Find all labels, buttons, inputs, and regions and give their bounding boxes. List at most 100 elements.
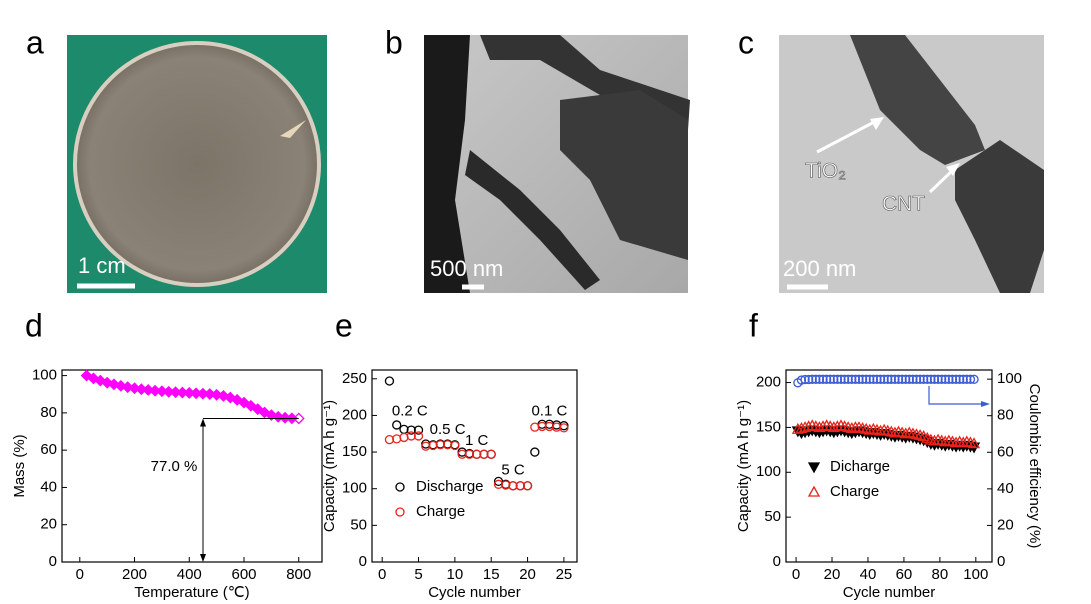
- marker: [421, 441, 431, 451]
- tem-image-c: [779, 35, 1044, 293]
- marker: [442, 440, 453, 450]
- x-tick-label: 0: [76, 566, 84, 583]
- panel-label: e: [335, 307, 353, 343]
- marker: [292, 412, 305, 425]
- marker: [904, 374, 914, 384]
- y2-tick-label: 40: [997, 480, 1014, 497]
- legend-marker: [395, 507, 405, 517]
- y-axis-label: Capacity (mA h g⁻¹): [321, 400, 338, 532]
- marker: [852, 421, 866, 433]
- marker: [865, 374, 875, 384]
- scale-bar-label: 1 cm: [78, 253, 126, 278]
- x-tick-label: 800: [286, 566, 311, 583]
- marker: [272, 410, 285, 423]
- marker: [544, 421, 555, 432]
- legend-label: Charge: [416, 503, 465, 520]
- x-tick-label: 100: [963, 566, 988, 583]
- marker: [802, 420, 815, 432]
- marker: [251, 403, 264, 416]
- x-tick-label: 5: [414, 566, 422, 583]
- plot-frame: [61, 369, 323, 563]
- marker: [958, 374, 968, 384]
- marker: [962, 374, 972, 384]
- marker: [915, 374, 925, 384]
- marker: [942, 434, 955, 446]
- annotation: 5 C: [501, 461, 525, 478]
- marker: [863, 423, 876, 435]
- marker: [824, 420, 837, 432]
- y2-axis-label: Coulombic efficiency (%): [1026, 384, 1043, 549]
- marker: [515, 481, 525, 491]
- marker: [813, 421, 826, 433]
- legend-marker: [395, 482, 405, 492]
- marker: [807, 374, 817, 384]
- marker: [501, 480, 511, 490]
- marker: [910, 428, 923, 440]
- y-tick-label: 100: [32, 367, 57, 384]
- y2-tick-label: 0: [997, 553, 1005, 570]
- marker: [888, 426, 902, 438]
- annotation: TiO₂: [805, 160, 846, 183]
- marker: [811, 374, 821, 384]
- marker: [384, 434, 395, 445]
- marker: [836, 374, 846, 384]
- marker: [800, 374, 810, 385]
- marker: [406, 425, 416, 435]
- marker: [939, 435, 952, 447]
- marker: [883, 374, 893, 384]
- marker: [818, 374, 828, 384]
- marker: [857, 374, 868, 384]
- marker: [530, 447, 540, 457]
- plot-frame: [785, 369, 993, 563]
- marker: [926, 374, 936, 384]
- marker: [796, 375, 807, 385]
- marker: [806, 419, 819, 431]
- marker: [854, 374, 864, 384]
- y2-tick-label: 20: [997, 516, 1014, 533]
- marker: [929, 374, 940, 384]
- y-tick-label: 0: [359, 553, 367, 570]
- panel-label: b: [385, 24, 403, 60]
- y-tick-label: 100: [342, 480, 367, 497]
- marker: [879, 374, 889, 384]
- marker: [825, 374, 835, 384]
- x-axis-label: Cycle number: [428, 584, 521, 601]
- x-tick-label: 600: [231, 566, 256, 583]
- y-axis-label: Mass (%): [11, 434, 28, 497]
- x-tick-label: 10: [447, 566, 464, 583]
- marker: [457, 449, 467, 459]
- panel-label: f: [749, 307, 758, 343]
- arrow-head: [200, 554, 206, 562]
- marker: [210, 388, 223, 401]
- scale-bar-label: 200 nm: [783, 256, 856, 281]
- marker: [944, 374, 954, 384]
- marker: [399, 432, 409, 443]
- marker: [867, 422, 880, 434]
- marker: [101, 376, 114, 389]
- marker: [384, 376, 395, 386]
- marker: [791, 422, 804, 434]
- arrow-head: [200, 418, 206, 427]
- marker: [845, 421, 858, 433]
- x-tick-label: 40: [860, 566, 877, 583]
- marker: [809, 420, 822, 432]
- marker: [820, 419, 833, 431]
- annotation: 0.1 C: [531, 403, 567, 420]
- marker: [486, 449, 496, 459]
- marker: [878, 423, 891, 435]
- y-tick-label: 100: [756, 463, 781, 480]
- marker: [493, 479, 504, 489]
- scale-bar-label: 500 nm: [430, 256, 503, 281]
- legend-label: Dicharge: [830, 458, 890, 475]
- marker: [450, 440, 460, 451]
- marker: [537, 421, 547, 432]
- y-tick-label: 20: [40, 516, 57, 533]
- marker: [838, 420, 851, 432]
- marker: [860, 422, 873, 434]
- marker: [435, 440, 445, 450]
- marker: [814, 374, 825, 384]
- panel-label: d: [25, 307, 43, 343]
- x-tick-label: 15: [483, 566, 500, 583]
- y-tick-label: 200: [756, 374, 781, 391]
